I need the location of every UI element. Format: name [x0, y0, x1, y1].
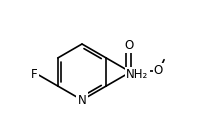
Text: NH₂: NH₂: [126, 68, 148, 81]
Text: O: O: [124, 39, 133, 52]
Text: F: F: [31, 68, 38, 81]
Text: N: N: [78, 94, 86, 107]
Text: O: O: [154, 65, 163, 78]
